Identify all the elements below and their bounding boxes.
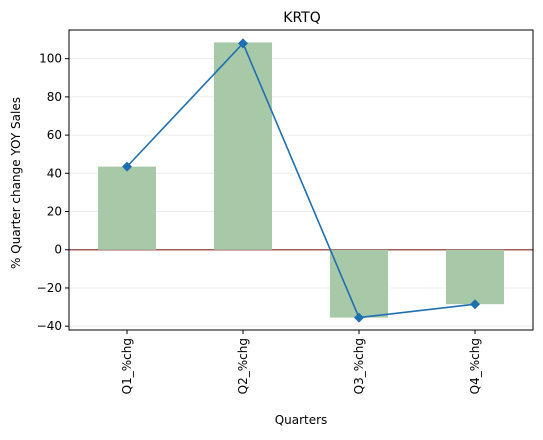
y-tick-label: 60 [47, 128, 62, 142]
y-tick-label: 20 [47, 205, 62, 219]
line-point-Q2_%chg [238, 38, 248, 49]
x-axis-ticks: Q1_%chg Q2_%chg Q3_%chg Q4_%chg [120, 330, 482, 394]
x-tick-label: Q1_%chg [120, 338, 134, 394]
x-tick-label: Q3_%chg [352, 338, 366, 394]
y-tick-label: 40 [47, 166, 62, 180]
chart-title: KRTQ [283, 10, 320, 26]
plot-frame [68, 29, 534, 331]
x-tick-label: Q2_%chg [236, 338, 250, 394]
y-tick-label: −20 [37, 281, 62, 295]
bar-Q1_%chg [98, 166, 156, 250]
y-axis-ticks: −40 −20 0 20 40 60 80 100 [37, 52, 69, 333]
bar-Q2_%chg [214, 42, 272, 250]
bar-Q4_%chg [446, 249, 504, 305]
bar-layer [98, 42, 504, 318]
y-tick-label: 100 [39, 52, 62, 66]
line-point-Q3_%chg [354, 312, 364, 323]
y-axis-label: % Quarter change YOY Sales [9, 97, 23, 269]
y-tick-label: 0 [54, 243, 62, 257]
bar-Q3_%chg [330, 249, 388, 318]
line-point-Q4_%chg [470, 299, 480, 310]
y-tick-label: 80 [47, 90, 62, 104]
line-layer [122, 38, 480, 323]
line-point-Q1_%chg [122, 161, 132, 172]
line-series [126, 41, 476, 319]
y-tick-label: −40 [37, 319, 62, 333]
x-axis-label: Quarters [275, 413, 328, 427]
x-tick-label: Q4_%chg [468, 338, 482, 394]
